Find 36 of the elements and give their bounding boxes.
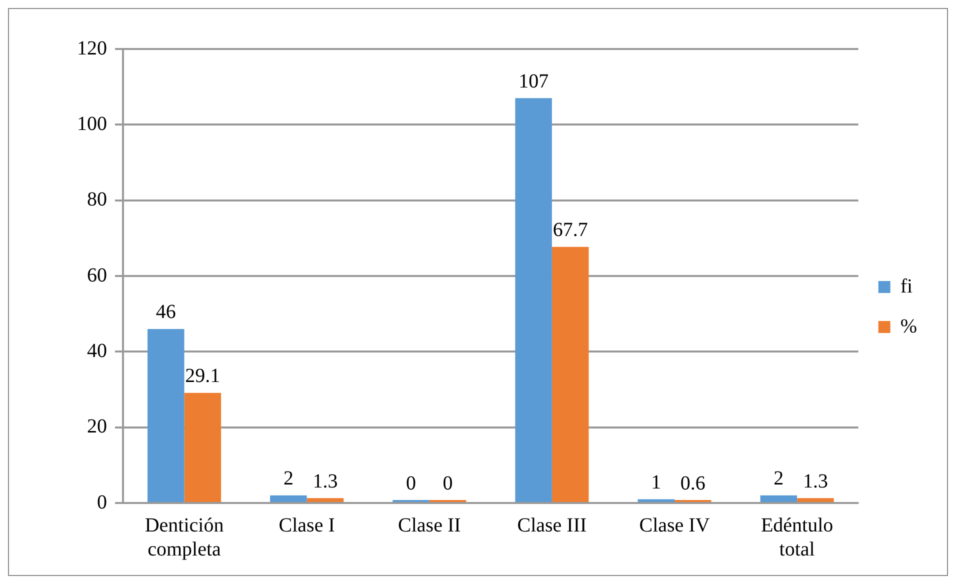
y-tick-label: 0 bbox=[97, 491, 107, 514]
y-tick-label: 80 bbox=[87, 188, 107, 211]
bar bbox=[797, 498, 834, 502]
y-tick-label: 40 bbox=[87, 340, 107, 362]
y-tick-label: 100 bbox=[77, 112, 107, 135]
x-tick-label: Clase I bbox=[278, 514, 335, 536]
x-tick-label: Clase II bbox=[398, 514, 461, 536]
y-tick-label: 20 bbox=[87, 416, 107, 438]
data-label: 0.6 bbox=[680, 472, 706, 494]
y-tick-label: 60 bbox=[87, 264, 107, 286]
data-label: 67.7 bbox=[552, 219, 588, 242]
data-label: 2 bbox=[283, 468, 294, 490]
data-label: 107 bbox=[518, 70, 549, 92]
bar bbox=[515, 98, 552, 502]
data-label: 1.3 bbox=[802, 470, 828, 492]
data-label: 46 bbox=[156, 301, 176, 324]
y-tick-label: 120 bbox=[77, 37, 107, 60]
bar bbox=[306, 498, 344, 502]
data-label: 0 bbox=[442, 472, 453, 494]
data-label: 29.1 bbox=[185, 365, 220, 388]
x-tick-label: Dentición completa bbox=[144, 514, 224, 560]
legend-label: fi bbox=[900, 275, 913, 298]
bar bbox=[760, 495, 798, 502]
bar bbox=[638, 499, 675, 502]
x-tick-label: Clase III bbox=[517, 514, 587, 536]
bar bbox=[184, 392, 222, 502]
data-label: 2 bbox=[774, 468, 784, 490]
data-label: 1.3 bbox=[312, 470, 338, 492]
bar bbox=[270, 495, 307, 502]
x-tick-label: Clase IV bbox=[639, 514, 710, 536]
bar bbox=[552, 246, 589, 502]
bar bbox=[148, 328, 184, 502]
x-tick-label: Edéntulo total bbox=[760, 514, 834, 560]
legend-label: % bbox=[900, 315, 918, 338]
data-label: 1 bbox=[651, 471, 662, 494]
data-label: 0 bbox=[406, 472, 416, 494]
